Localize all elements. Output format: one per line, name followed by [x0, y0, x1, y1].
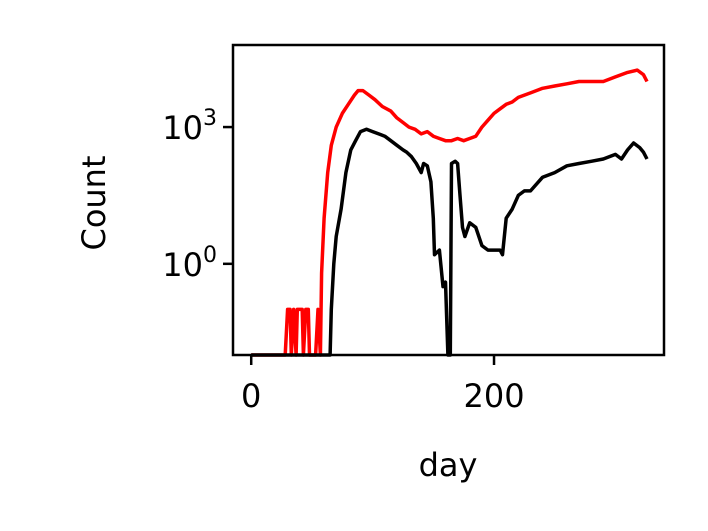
x-axis-label: day — [419, 446, 478, 484]
plot-frame — [231, 43, 666, 357]
y-tick-label: 100 — [162, 243, 217, 284]
x-tick-label: 200 — [463, 377, 524, 415]
y-axis-label: Count — [75, 155, 113, 250]
y-tick-label: 103 — [162, 106, 217, 147]
y-axis: 100 103 — [162, 106, 233, 284]
series-layer — [251, 68, 649, 357]
series-line-2 — [251, 127, 649, 357]
series-line-1 — [251, 68, 649, 357]
x-axis: 0 200 — [241, 355, 525, 415]
x-tick-label: 0 — [241, 377, 261, 415]
